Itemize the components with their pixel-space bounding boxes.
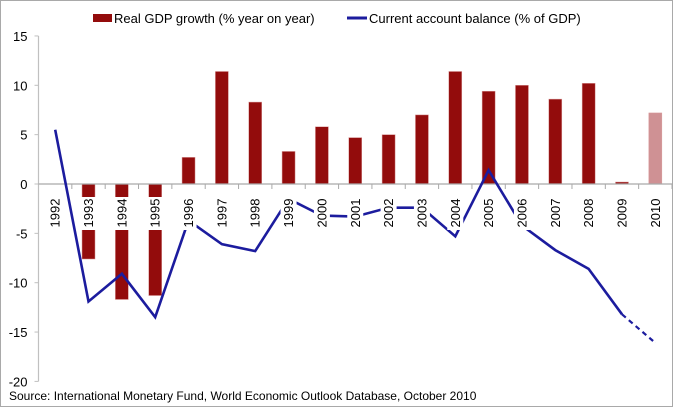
legend-label-current-account: Current account balance (% of GDP) [369, 11, 581, 26]
category-label-bg [47, 197, 64, 230]
category-label-2004: 2004 [448, 199, 463, 228]
category-label-bg [480, 197, 497, 230]
category-label-2006: 2006 [514, 199, 529, 228]
category-label-bg [180, 197, 197, 230]
gdp-bar-2008 [581, 83, 596, 185]
category-label-bg [147, 197, 164, 230]
category-label-bg [280, 197, 297, 230]
gdp-bar-1996 [181, 157, 196, 185]
category-label-bg [447, 197, 464, 230]
legend-swatch-gdp [93, 14, 112, 22]
category-label-bg [547, 197, 564, 230]
legend-label-gdp: Real GDP growth (% year on year) [114, 11, 315, 26]
category-label-1998: 1998 [248, 199, 263, 228]
category-label-2001: 2001 [348, 199, 363, 228]
legend: Real GDP growth (% year on year) Current… [93, 11, 581, 26]
y-tick-label: 15 [13, 29, 27, 44]
gdp-bar-2006 [515, 85, 529, 185]
category-label-1992: 1992 [48, 199, 63, 228]
gdp-bar-2002 [381, 134, 396, 185]
category-label-2005: 2005 [481, 199, 496, 228]
category-labels: 1992 1993 1994 1995 1996 1997 1998 1999 2000 2001… [47, 197, 664, 230]
category-label-1994: 1994 [114, 199, 129, 228]
category-label-1999: 1999 [281, 199, 296, 228]
category-label-bg [513, 197, 530, 230]
category-label-2010: 2010 [648, 199, 663, 228]
gdp-bar-1999 [281, 151, 296, 185]
category-label-2007: 2007 [548, 199, 563, 228]
category-label-bg [80, 197, 97, 230]
current-account-line-solid [53, 129, 624, 320]
gdp-bar-1998 [248, 101, 262, 185]
category-label-bg [247, 197, 264, 230]
y-tick-label: -5 [16, 226, 28, 241]
category-label-bg [613, 197, 630, 230]
category-label-1997: 1997 [214, 199, 229, 228]
source-note: Source: International Monetary Fund, Wor… [9, 389, 477, 403]
y-axis: 15 10 5 0 -5 -10 -15 -20 [9, 29, 40, 389]
y-tick-label: 5 [20, 128, 27, 143]
gdp-bar-1997 [215, 71, 229, 185]
category-label-1995: 1995 [148, 199, 163, 228]
category-label-1993: 1993 [81, 199, 96, 228]
gdp-bar-2003 [415, 114, 429, 185]
gdp-bar-2000 [315, 126, 329, 185]
gdp-bar-2004 [448, 71, 463, 185]
category-label-bg [647, 197, 664, 230]
category-label-bg [113, 197, 130, 230]
x-axis [38, 183, 673, 189]
gdp-bar-2010 [648, 112, 663, 185]
category-label-bg [347, 197, 364, 230]
y-tick-label: 10 [13, 78, 27, 93]
category-label-bg [580, 197, 597, 230]
category-label-bg [313, 197, 330, 230]
category-label-bg [413, 197, 430, 230]
y-tick-label: -15 [9, 325, 28, 340]
y-tick-label: 0 [20, 177, 27, 192]
category-label-1996: 1996 [181, 199, 196, 228]
current-account-line-projected [621, 313, 657, 344]
category-label-bg [213, 197, 230, 230]
category-label-2008: 2008 [581, 199, 596, 228]
category-label-2009: 2009 [614, 199, 629, 228]
gdp-bar-2007 [548, 98, 563, 185]
category-label-2000: 2000 [314, 199, 329, 228]
category-label-2003: 2003 [414, 199, 429, 228]
category-label-bg [380, 197, 397, 230]
gdp-bar-2001 [348, 137, 362, 185]
category-label-2002: 2002 [381, 199, 396, 228]
y-tick-label: -20 [9, 374, 28, 389]
y-tick-label: -10 [9, 276, 28, 291]
